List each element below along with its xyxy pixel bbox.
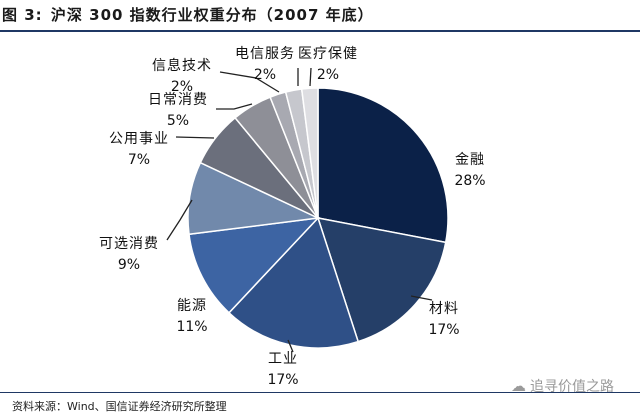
pie-chart: 金融 28% 材料 17% 工业 17% 能源 11% 可选消费 9% 公用事业 7% 日常消费 5% 信息… [99,46,486,388]
bottom-rule [0,392,640,393]
slice-value-7: 5% [167,113,189,129]
slice-label-3: 工业 [268,351,298,367]
pie-slice-4 [188,216,320,314]
slice-value-3: 17% [267,372,298,388]
leader-line-10 [309,67,312,87]
slice-value-1: 28% [454,173,485,189]
slice-value-6: 7% [128,152,150,168]
slice-value-8: 2% [171,79,193,95]
title-rule [0,30,640,32]
slice-label-5: 可选消费 [99,236,159,252]
slice-label-6: 公用事业 [109,131,169,147]
slice-value-5: 9% [118,257,140,273]
source-note: 资料来源：Wind、国信证券经济研究所整理 [12,400,227,413]
slice-label-1: 金融 [455,152,485,168]
watermark-text: 追寻价值之路 [530,379,614,395]
slice-label-7: 日常消费 [148,92,208,108]
slice-value-2: 17% [428,322,459,338]
pie-slice-2 [316,217,447,343]
figure-title-text: 沪深 300 指数行业权重分布（2007 年底） [50,6,374,24]
wechat-icon: ☁ [511,377,526,395]
leader-line-2 [410,295,433,301]
slice-label-8: 信息技术 [152,57,212,74]
slice-label-9: 电信服务 [235,46,295,62]
pie-slice-1 [317,87,449,244]
leader-line-6 [175,136,215,139]
slice-label-4: 能源 [177,298,207,314]
leader-line-5 [166,199,193,241]
slice-value-4: 11% [176,319,207,335]
figure-title: 图 3: 沪深 300 指数行业权重分布（2007 年底） [2,4,636,26]
watermark: ☁ 追寻价值之路 [511,376,614,396]
slice-value-9: 2% [254,67,276,83]
slice-value-10: 2% [317,67,339,83]
figure-label: 图 3: [2,6,43,24]
slice-label-2: 材料 [429,301,459,317]
leader-line-8 [219,71,280,93]
slice-label-10: 医疗保健 [298,46,358,62]
pie-slice-10 [300,87,319,219]
leader-line-3 [287,339,294,353]
leader-line-7 [216,103,253,110]
